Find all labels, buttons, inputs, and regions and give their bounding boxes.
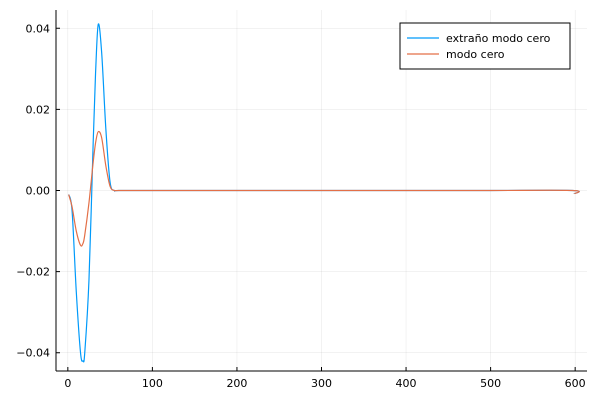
legend-box	[399, 22, 571, 70]
y-tick-label: 0.02	[26, 103, 51, 116]
y-tick-label: −0.04	[16, 347, 50, 360]
legend: extraño modo cero modo cero	[399, 22, 571, 70]
y-tick-label: 0.00	[26, 185, 51, 198]
x-tick-label: 300	[311, 377, 332, 390]
y-tick-label: −0.02	[16, 266, 50, 279]
series-line-1	[68, 23, 580, 363]
series-lines	[68, 23, 580, 363]
x-tick-label: 100	[142, 377, 163, 390]
legend-label: modo cero	[446, 48, 505, 61]
series-line-2	[68, 130, 580, 247]
x-tick-label: 400	[396, 377, 417, 390]
x-tick-label: 500	[480, 377, 501, 390]
x-tick-label: 0	[64, 377, 71, 390]
x-tick-label: 200	[226, 377, 247, 390]
ticks: 0 100 200 300 400 500 600 −0.04 −0.02 0.00 0.02 0.0…	[16, 22, 585, 390]
legend-label: extraño modo cero	[446, 32, 551, 45]
x-tick-label: 600	[565, 377, 586, 390]
y-tick-label: 0.04	[26, 22, 51, 35]
